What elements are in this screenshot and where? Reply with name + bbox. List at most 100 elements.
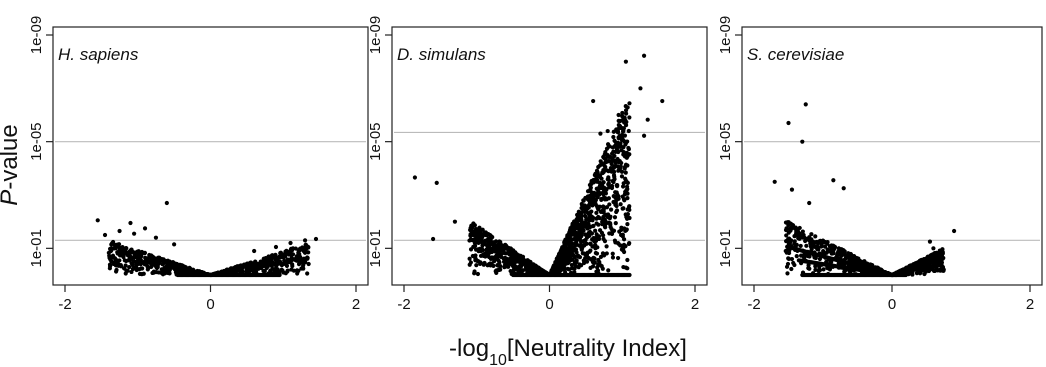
data-point	[624, 150, 630, 155]
data-point	[584, 241, 589, 246]
data-point	[565, 261, 570, 266]
data-point	[276, 269, 281, 274]
data-point	[822, 251, 827, 256]
data-point	[823, 240, 828, 245]
data-point	[785, 271, 790, 276]
data-point	[817, 256, 823, 262]
data-point	[938, 261, 943, 266]
data-point	[613, 201, 618, 206]
data-point	[123, 263, 128, 268]
data-point	[827, 267, 833, 272]
data-point	[804, 243, 809, 248]
data-point	[472, 244, 477, 249]
data-point	[789, 256, 795, 262]
data-point	[922, 271, 927, 277]
data-point	[641, 133, 647, 138]
data-point	[572, 261, 577, 266]
data-point	[278, 250, 283, 255]
data-point	[623, 162, 629, 167]
data-point	[587, 218, 592, 223]
data-point	[660, 98, 665, 104]
data-point	[605, 128, 610, 134]
data-point	[296, 268, 301, 273]
data-point	[789, 187, 795, 192]
data-point	[138, 261, 143, 267]
data-point	[494, 268, 499, 273]
data-point	[583, 214, 588, 219]
data-point	[599, 176, 604, 181]
x-tick-label: -2	[397, 296, 410, 313]
data-point	[862, 260, 867, 265]
data-point	[620, 110, 625, 116]
data-point	[117, 245, 123, 251]
data-point	[621, 237, 627, 242]
data-point	[573, 226, 578, 231]
data-point	[129, 269, 134, 275]
data-point	[124, 268, 129, 273]
data-point	[473, 253, 478, 258]
data-point	[569, 242, 574, 247]
data-point	[145, 256, 150, 261]
data-point	[903, 272, 908, 278]
data-point	[265, 264, 270, 269]
data-point	[935, 268, 940, 273]
data-point	[613, 160, 618, 166]
data-point	[278, 260, 283, 266]
data-point	[591, 98, 596, 104]
data-point	[480, 227, 485, 232]
data-point	[905, 265, 910, 270]
data-point	[562, 252, 567, 257]
data-point	[575, 221, 580, 226]
data-point	[551, 265, 556, 270]
data-point	[478, 253, 484, 258]
data-point	[132, 254, 137, 259]
data-point	[807, 200, 812, 206]
data-point	[582, 209, 587, 215]
data-point	[488, 256, 494, 261]
data-point	[475, 228, 480, 233]
data-point	[301, 262, 306, 267]
data-point	[583, 256, 588, 261]
y-tick-label: 1e-05	[717, 122, 734, 160]
data-point	[594, 210, 599, 216]
data-point	[590, 224, 596, 229]
data-point	[302, 238, 308, 243]
data-point	[111, 255, 116, 260]
data-point	[614, 209, 619, 215]
data-point	[790, 222, 795, 227]
data-point	[116, 242, 122, 247]
data-point	[926, 254, 931, 259]
data-point	[471, 232, 476, 238]
data-point	[149, 257, 154, 262]
data-point	[605, 153, 610, 159]
data-point	[498, 244, 504, 249]
data-point	[917, 271, 923, 276]
data-point	[597, 228, 603, 233]
data-point	[486, 243, 491, 249]
data-point	[161, 261, 166, 266]
data-point	[810, 240, 815, 246]
data-point	[574, 258, 579, 263]
data-point	[476, 240, 481, 245]
data-point	[626, 128, 631, 134]
data-point	[109, 248, 114, 253]
data-point	[153, 235, 159, 240]
data-point	[596, 257, 601, 263]
data-point	[602, 252, 607, 257]
data-point	[622, 120, 627, 125]
data-point	[597, 163, 603, 168]
data-point	[502, 262, 508, 267]
data-point	[603, 191, 609, 196]
data-point	[568, 255, 573, 260]
data-point	[250, 265, 256, 270]
data-point	[909, 264, 914, 269]
data-point	[596, 262, 601, 267]
data-point	[812, 255, 817, 260]
data-point	[598, 254, 604, 259]
data-point	[602, 224, 608, 229]
data-point	[588, 241, 593, 247]
data-point	[794, 254, 799, 259]
data-point	[605, 142, 611, 147]
data-point	[601, 207, 606, 212]
data-point	[625, 257, 630, 263]
